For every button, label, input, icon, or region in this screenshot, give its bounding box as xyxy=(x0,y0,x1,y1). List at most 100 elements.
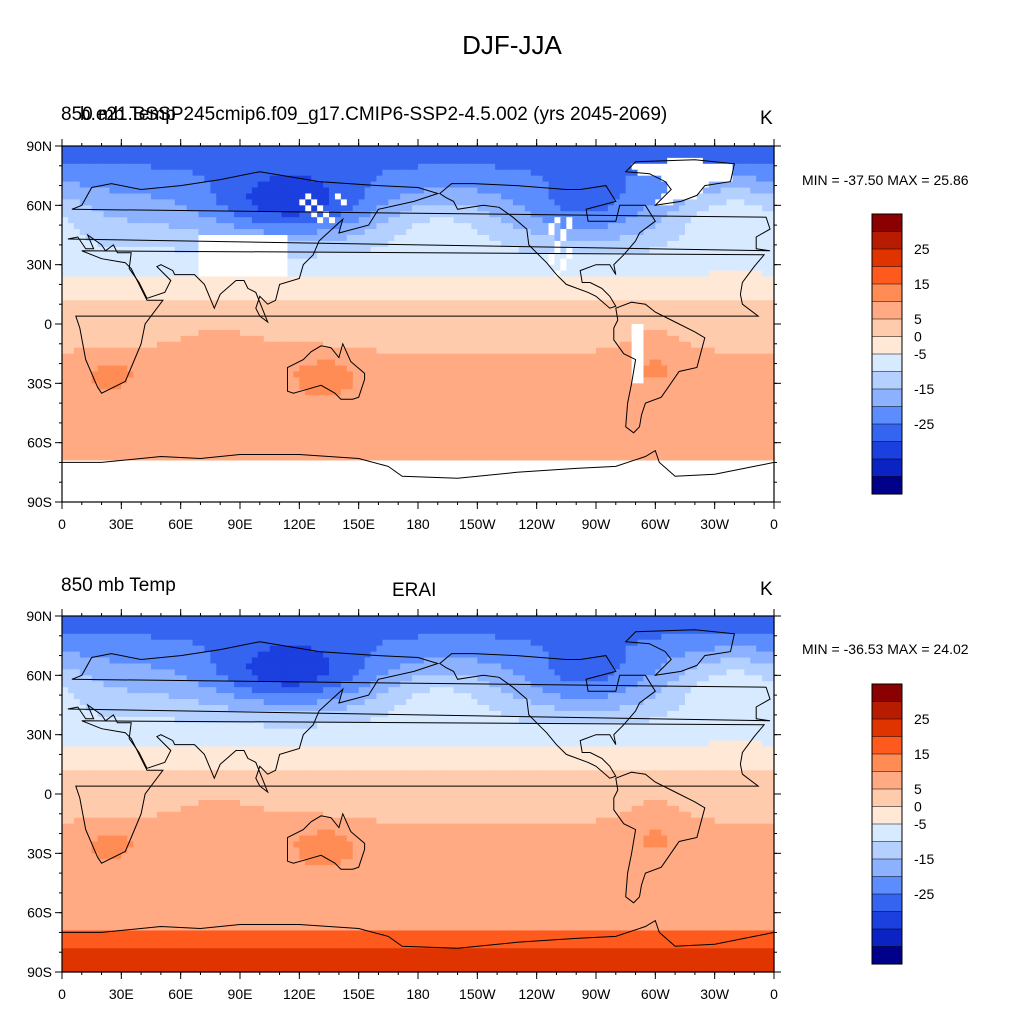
lat-tick-label: 90N xyxy=(26,608,52,624)
colorbar-label: 5 xyxy=(914,311,922,327)
coastline-africa xyxy=(75,250,766,394)
colorbar-label: 0 xyxy=(914,329,922,345)
lon-tick-label: 60W xyxy=(641,986,671,1002)
colorbar-swatch xyxy=(871,283,903,303)
lon-tick-label: 120W xyxy=(518,516,555,532)
coastline-namerica xyxy=(438,183,656,309)
colorbar-swatch xyxy=(871,336,903,355)
colorbar-label: -5 xyxy=(914,346,927,362)
lon-tick-label: 120W xyxy=(518,986,555,1002)
colorbar-swatch xyxy=(871,213,903,233)
colorbar-swatch xyxy=(871,876,903,895)
coastline-samerica xyxy=(613,301,706,434)
lat-tick-label: 90S xyxy=(27,964,52,980)
lat-tick-label: 0 xyxy=(44,316,52,332)
lon-tick-label: 0 xyxy=(770,986,778,1002)
lon-tick-label: 120E xyxy=(283,986,316,1002)
lon-tick-label: 0 xyxy=(58,986,66,1002)
colorbar-label: -25 xyxy=(914,416,934,432)
colorbar-swatch xyxy=(871,248,903,268)
lon-tick-label: 150W xyxy=(459,986,496,1002)
panel2-variable: 850 mb Temp xyxy=(61,575,176,596)
colorbar-label: 15 xyxy=(914,276,930,292)
coastline-antarctica xyxy=(62,919,775,949)
colorbar-swatch xyxy=(871,858,903,878)
colorbar-swatch xyxy=(871,231,903,250)
panel1-colorbar: 25 15 5 0-5 -15 -25 xyxy=(871,213,934,495)
colorbar-swatch xyxy=(871,771,903,790)
lat-tick-label: 90N xyxy=(26,138,52,154)
coastline-eurasia xyxy=(67,171,771,324)
panel2-map: 0 30E 60E 90E 120E 150E 180 150W 120W 90W 60W 30W 09… xyxy=(26,608,781,1002)
colorbar-swatch xyxy=(871,718,903,738)
lon-tick-label: 30W xyxy=(700,986,730,1002)
panel1-stats: MIN = -37.50 MAX = 25.86 xyxy=(802,172,969,188)
coastline-eurasia xyxy=(67,641,771,794)
coastline-antarctica xyxy=(62,449,775,479)
lat-tick-label: 90S xyxy=(27,494,52,510)
colorbar-swatch xyxy=(871,701,903,720)
lon-tick-label: 60E xyxy=(168,516,193,532)
figure-title: DJF-JJA xyxy=(462,30,562,60)
colorbar-label: 15 xyxy=(914,746,930,762)
colorbar-swatch xyxy=(871,928,903,948)
panel2-stats: MIN = -36.53 MAX = 24.02 xyxy=(802,641,969,657)
lon-tick-label: 120E xyxy=(283,516,316,532)
colorbar-swatch xyxy=(871,683,903,703)
lon-tick-label: 180 xyxy=(406,986,430,1002)
colorbar-swatch xyxy=(871,911,903,930)
panel1-units: K xyxy=(760,108,773,129)
colorbar-swatch xyxy=(871,753,903,773)
lon-tick-label: 150E xyxy=(342,986,375,1002)
colorbar-swatch xyxy=(871,736,903,755)
colorbar-swatch xyxy=(871,946,903,965)
colorbar-label: 25 xyxy=(914,711,930,727)
coastline-australia xyxy=(287,812,366,870)
colorbar-label: -5 xyxy=(914,816,927,832)
colorbar-swatch xyxy=(871,388,903,408)
panel1-variable: 850 mb Temp xyxy=(61,104,176,125)
colorbar-swatch xyxy=(871,458,903,478)
colorbar-swatch xyxy=(871,788,903,808)
colorbar-swatch xyxy=(871,893,903,913)
colorbar-swatch xyxy=(871,441,903,460)
lat-tick-label: 30S xyxy=(27,375,52,391)
lat-tick-label: 60S xyxy=(27,435,52,451)
coastline-greenland xyxy=(624,159,736,207)
coastline-australia xyxy=(287,342,366,400)
coastline-namerica xyxy=(438,653,656,779)
lat-tick-label: 30N xyxy=(26,727,52,743)
panel2-colorbar: 25 15 5 0-5 -15 -25 xyxy=(871,683,934,965)
lon-tick-label: 30E xyxy=(109,986,134,1002)
colorbar-swatch xyxy=(871,301,903,320)
colorbar-label: -15 xyxy=(914,381,934,397)
colorbar-swatch xyxy=(871,353,903,373)
colorbar-label: -25 xyxy=(914,886,934,902)
colorbar-swatch xyxy=(871,841,903,860)
panel1-map: 0 30E 60E 90E 120E 150E 180 150W 120W 90W 60W 30W 09… xyxy=(26,138,781,532)
colorbar-swatch xyxy=(871,318,903,338)
panel2-units: K xyxy=(760,579,773,600)
colorbar-swatch xyxy=(871,423,903,443)
colorbar-label: 5 xyxy=(914,781,922,797)
lon-tick-label: 90E xyxy=(228,516,253,532)
colorbar-swatch xyxy=(871,371,903,390)
colorbar-label: 25 xyxy=(914,241,930,257)
lat-tick-label: 0 xyxy=(44,786,52,802)
lon-tick-label: 150W xyxy=(459,516,496,532)
coastline-africa xyxy=(75,720,766,864)
lon-tick-label: 60W xyxy=(641,516,671,532)
lon-tick-label: 30W xyxy=(700,516,730,532)
colorbar-label: 0 xyxy=(914,799,922,815)
coastline-samerica xyxy=(613,771,706,904)
lon-tick-label: 90E xyxy=(228,986,253,1002)
lat-tick-label: 60N xyxy=(26,197,52,213)
lat-tick-label: 60S xyxy=(27,905,52,921)
lon-tick-label: 0 xyxy=(770,516,778,532)
colorbar-swatch xyxy=(871,406,903,425)
lat-tick-label: 60N xyxy=(26,667,52,683)
panel2-case: ERAI xyxy=(392,580,437,601)
panel1-case: b.e21.BSSP245cmip6.f09_g17.CMIP6-SSP2-4.… xyxy=(80,104,668,125)
lon-tick-label: 90W xyxy=(582,516,612,532)
lon-tick-label: 180 xyxy=(406,516,430,532)
